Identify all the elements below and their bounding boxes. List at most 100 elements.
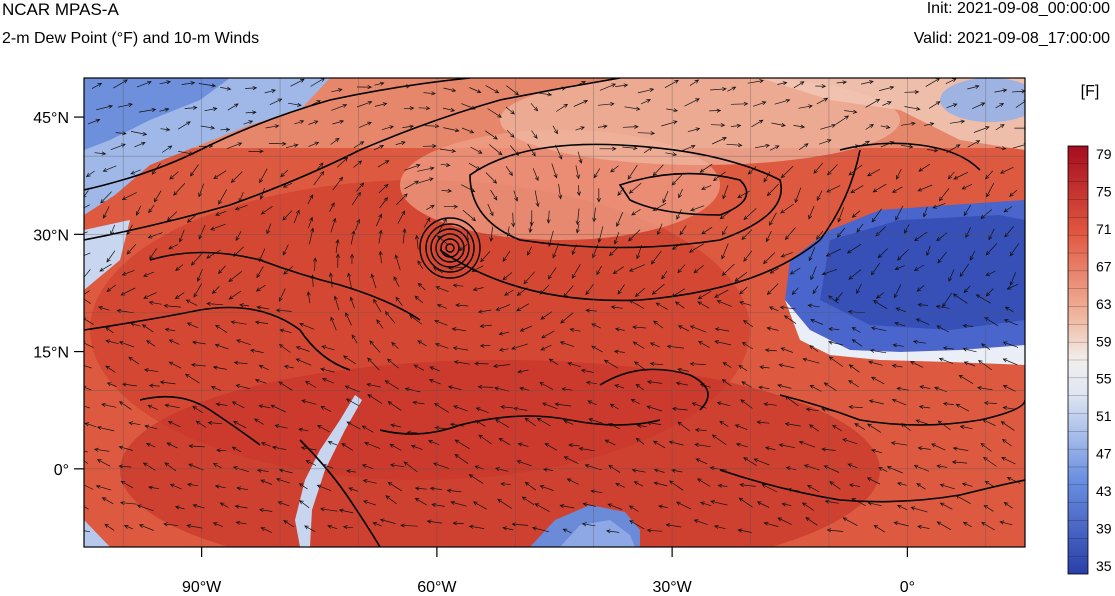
wind-arrow xyxy=(766,283,779,296)
wind-arrow xyxy=(168,244,178,250)
wind-arrow xyxy=(428,440,440,446)
wind-arrow xyxy=(547,267,557,280)
wind-arrow xyxy=(418,106,431,111)
wind-arrow xyxy=(320,406,332,412)
wind-arrow xyxy=(186,322,199,329)
wind-arrow xyxy=(671,468,683,473)
wind-arrow xyxy=(164,403,180,409)
wind-arrow xyxy=(495,419,510,428)
wind-arrow xyxy=(666,344,685,349)
wind-arrow xyxy=(245,85,258,91)
wind-arrow xyxy=(793,81,805,89)
wind-arrow xyxy=(123,524,134,530)
wind-arrow xyxy=(662,190,669,204)
wind-arrow xyxy=(381,125,395,131)
wind-arrow xyxy=(727,86,737,92)
wind-arrow xyxy=(909,361,924,368)
wind-arrow xyxy=(571,244,577,256)
wind-arrow xyxy=(212,463,222,469)
wind-arrow xyxy=(148,300,162,305)
wind-arrow xyxy=(276,477,290,484)
wind-arrow xyxy=(850,185,864,194)
wind-arrow xyxy=(610,165,619,173)
wind-arrow xyxy=(780,166,794,179)
wind-arrow xyxy=(260,527,272,533)
wind-arrow xyxy=(556,103,569,112)
wind-arrow xyxy=(628,229,641,242)
wind-arrow xyxy=(254,320,269,325)
wind-arrow xyxy=(376,213,383,227)
wind-arrow xyxy=(753,458,770,466)
wind-arrow xyxy=(84,231,88,234)
wind-arrow xyxy=(220,127,231,132)
wind-arrow xyxy=(218,189,228,205)
wind-arrow xyxy=(313,170,325,186)
wind-arrow xyxy=(784,422,801,427)
wind-arrow xyxy=(449,422,465,427)
wind-arrow xyxy=(912,339,926,344)
wind-arrow xyxy=(761,484,778,493)
wind-arrow xyxy=(505,106,515,115)
wind-arrow xyxy=(516,303,530,312)
wind-arrow xyxy=(739,286,748,295)
wind-arrow xyxy=(871,208,882,223)
wind-arrow xyxy=(351,191,361,206)
wind-arrow xyxy=(489,144,503,156)
wind-arrow xyxy=(186,212,200,223)
wind-arrow xyxy=(1004,306,1014,313)
wind-arrow xyxy=(976,386,993,391)
wind-arrow xyxy=(868,399,884,405)
wind-arrow xyxy=(84,405,91,409)
wind-arrow xyxy=(585,380,597,385)
wind-arrow xyxy=(967,84,980,90)
wind-arrow xyxy=(417,340,427,347)
wind-arrow xyxy=(236,486,249,491)
wind-arrow xyxy=(585,308,597,313)
wind-arrow xyxy=(575,165,581,180)
wind-arrow xyxy=(575,223,580,234)
wind-arrow xyxy=(228,290,242,300)
colorbar-tick-label: 67 xyxy=(1096,258,1112,274)
wind-arrow xyxy=(332,119,345,125)
wind-arrow xyxy=(192,406,203,413)
wind-arrow xyxy=(622,124,639,129)
wind-arrow xyxy=(677,264,686,274)
colorbar-tick-label: 63 xyxy=(1096,296,1112,312)
wind-arrow xyxy=(945,78,957,85)
wind-arrow xyxy=(378,250,383,264)
wind-arrow xyxy=(234,204,248,211)
wind-arrow xyxy=(896,504,908,511)
wind-arrow xyxy=(546,210,551,224)
wind-arrow xyxy=(94,151,107,156)
wind-arrow xyxy=(167,420,181,428)
wind-arrow xyxy=(336,157,349,168)
wind-arrow xyxy=(739,301,752,306)
wind-arrow xyxy=(396,193,408,206)
wind-arrow xyxy=(609,247,619,257)
wind-arrow xyxy=(628,505,639,512)
wind-arrow xyxy=(891,363,903,368)
wind-arrow xyxy=(628,299,645,309)
wind-arrow xyxy=(462,209,477,222)
wind-arrow xyxy=(275,308,292,313)
wind-arrow xyxy=(778,363,795,369)
wind-arrow xyxy=(353,160,363,168)
wind-arrow xyxy=(816,190,823,202)
wind-arrow xyxy=(278,381,293,391)
wind-arrow xyxy=(210,386,222,391)
wind-arrow xyxy=(895,307,907,313)
wind-arrow xyxy=(637,131,656,136)
wind-arrow xyxy=(105,326,114,334)
wind-arrow xyxy=(904,106,921,111)
wind-arrow xyxy=(453,360,470,365)
wind-arrow xyxy=(130,322,141,327)
wind-arrow xyxy=(980,209,993,220)
wind-arrow xyxy=(540,344,552,351)
wind-arrow xyxy=(308,227,315,245)
wind-arrow xyxy=(327,441,338,446)
wind-arrow xyxy=(754,143,770,149)
wind-arrow xyxy=(848,269,862,280)
wind-arrow xyxy=(256,468,269,473)
wind-arrow xyxy=(475,407,489,414)
wind-arrow xyxy=(110,224,116,236)
